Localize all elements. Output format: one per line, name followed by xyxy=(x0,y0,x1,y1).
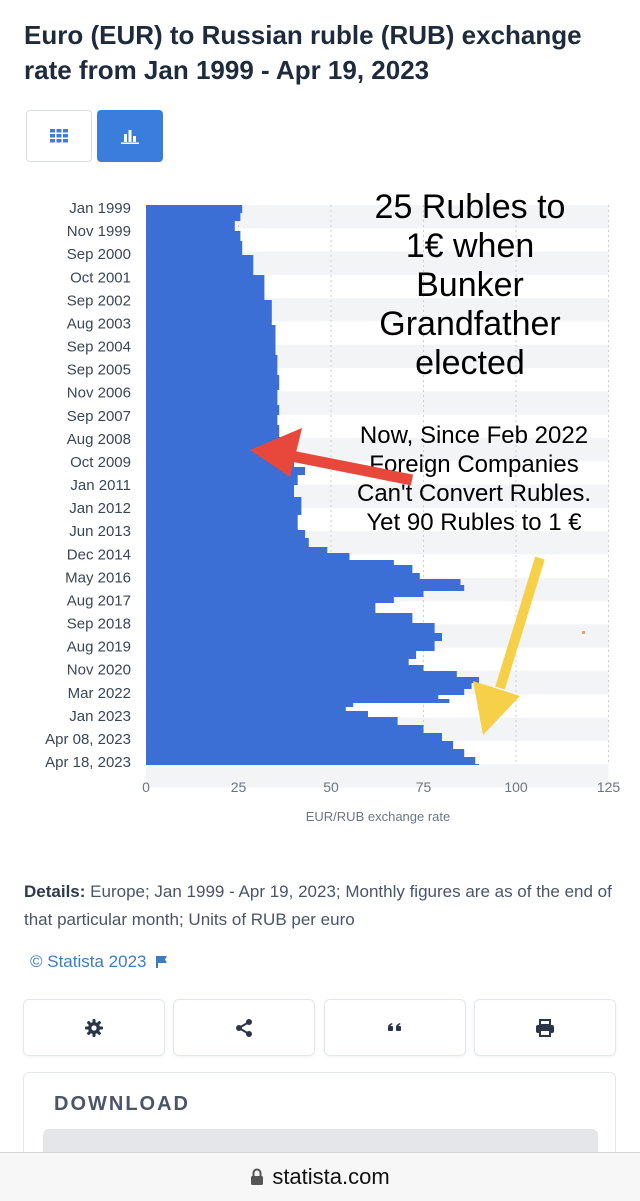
red-arrow xyxy=(250,428,414,486)
background-stripe xyxy=(146,764,609,788)
y-tick-label: Nov 1999 xyxy=(67,223,131,240)
stray-mark xyxy=(582,631,585,634)
background-stripe xyxy=(146,205,609,229)
y-tick-label: Jan 2023 xyxy=(69,708,131,725)
y-tick-label: Jan 1999 xyxy=(69,200,131,217)
y-tick-label: Sep 2002 xyxy=(67,292,131,309)
y-tick-label: Jan 2011 xyxy=(70,477,131,494)
x-tick-label: 50 xyxy=(323,779,339,795)
y-tick-label: Apr 08, 2023 xyxy=(45,731,131,748)
cite-button[interactable] xyxy=(324,999,466,1056)
x-tick-label: 25 xyxy=(231,779,247,795)
table-grid-icon xyxy=(50,129,68,143)
x-tick-label: 125 xyxy=(597,779,621,795)
y-tick-label: Aug 2008 xyxy=(67,431,131,448)
annotation-rubles-1999: 25 Rubles to 1€ when Bunker Grandfather elec… xyxy=(375,188,566,382)
y-tick-label: Oct 2009 xyxy=(70,454,131,471)
x-axis-labels: 0 25 50 75 100 125 xyxy=(142,779,620,795)
browser-url-bar[interactable]: statista.com xyxy=(0,1152,640,1201)
copyright-text: © Statista 2023 xyxy=(30,952,147,971)
y-tick-label: Mar 2022 xyxy=(68,685,131,702)
exchange-rate-chart: Jan 1999 Nov 1999 Sep 2000 Oct 2001 Sep 2002… xyxy=(45,188,620,824)
y-tick-label: Sep 2004 xyxy=(67,339,131,356)
y-tick-label: Jan 2012 xyxy=(69,500,131,517)
details-text: Details: Europe; Jan 1999 - Apr 19, 2023… xyxy=(24,878,620,934)
y-tick-label: Sep 2000 xyxy=(67,246,131,263)
y-tick-label: Sep 2005 xyxy=(67,362,131,379)
y-tick-label: Apr 18, 2023 xyxy=(45,754,131,771)
y-tick-label: Aug 2017 xyxy=(67,592,131,609)
y-tick-label: Dec 2014 xyxy=(67,546,131,563)
y-tick-label: Sep 2018 xyxy=(67,616,131,633)
settings-button[interactable] xyxy=(23,999,165,1056)
details-body: Europe; Jan 1999 - Apr 19, 2023; Monthly… xyxy=(24,882,612,929)
y-tick-label: Jun 2013 xyxy=(69,523,131,540)
details-label: Details: xyxy=(24,882,86,901)
share-button[interactable] xyxy=(173,999,315,1056)
y-tick-label: Oct 2001 xyxy=(70,269,131,286)
table-view-button[interactable] xyxy=(26,110,92,162)
copyright-link[interactable]: © Statista 2023 xyxy=(30,952,169,972)
flag-icon xyxy=(155,956,167,968)
exchange-rate-bars xyxy=(146,205,479,765)
yellow-arrow xyxy=(473,556,545,735)
gear-icon xyxy=(85,1018,103,1037)
chart-view-button[interactable] xyxy=(97,110,163,162)
y-tick-label: Nov 2006 xyxy=(67,385,131,402)
lock-icon xyxy=(251,1168,264,1185)
share-icon xyxy=(236,1018,252,1037)
annotation-rubles-2022: Now, Since Feb 2022 Foreign Companies Can'… xyxy=(357,422,591,536)
x-tick-label: 75 xyxy=(416,779,432,795)
x-tick-label: 100 xyxy=(504,779,528,795)
bar-chart-icon xyxy=(121,130,139,144)
chart-title: Euro (EUR) to Russian ruble (RUB) exchan… xyxy=(24,20,582,85)
background-stripe xyxy=(146,251,609,275)
quote-icon xyxy=(388,1022,401,1031)
y-axis-labels: Jan 1999 Nov 1999 Sep 2000 Oct 2001 Sep 2002… xyxy=(45,200,131,771)
print-button[interactable] xyxy=(474,999,616,1056)
y-tick-label: Nov 2020 xyxy=(67,662,131,679)
y-tick-label: Sep 2007 xyxy=(67,408,131,425)
y-tick-label: Aug 2019 xyxy=(67,639,131,656)
printer-icon xyxy=(536,1018,554,1037)
x-axis-title: EUR/RUB exchange rate xyxy=(306,809,451,824)
y-tick-label: May 2016 xyxy=(65,569,131,586)
download-title: DOWNLOAD xyxy=(54,1093,190,1115)
x-tick-label: 0 xyxy=(142,779,150,795)
y-tick-label: Aug 2003 xyxy=(67,315,131,332)
browser-url: statista.com xyxy=(272,1164,390,1189)
